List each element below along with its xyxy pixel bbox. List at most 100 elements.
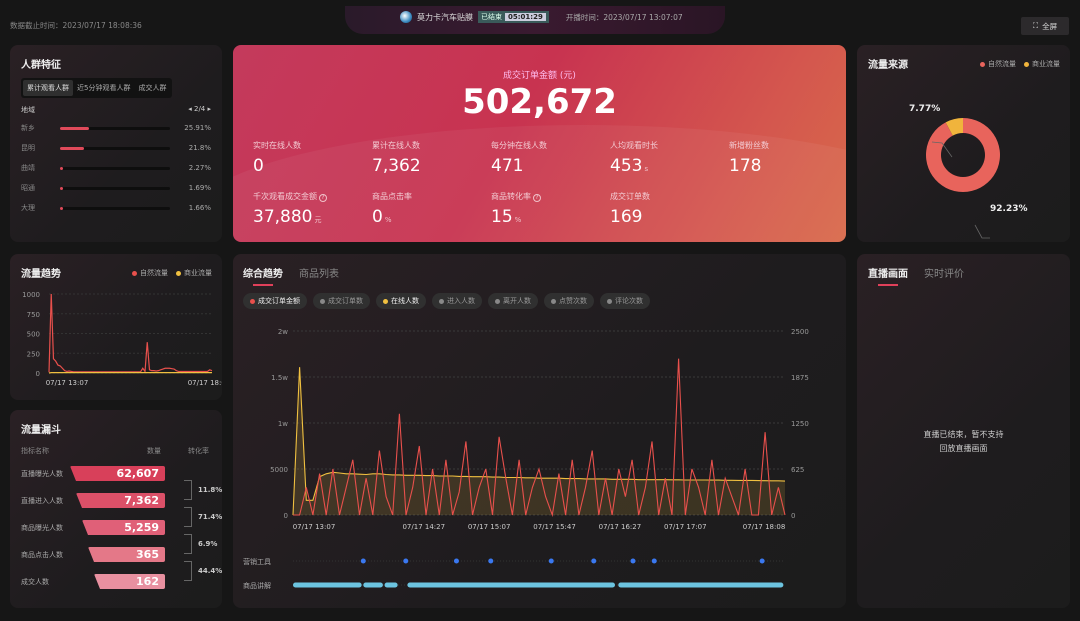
funnel-name: 成交人数 <box>21 578 49 586</box>
metric-chip[interactable]: 点赞次数 <box>544 293 594 309</box>
panel-title: 流量趋势 <box>21 269 61 280</box>
marketing-event-dot[interactable] <box>759 558 765 564</box>
funnel-bar: 62,607 <box>70 466 165 481</box>
product-explain-segment[interactable] <box>407 582 616 588</box>
legend: 自然流量 商业流量 <box>980 59 1060 69</box>
conversion-bracket <box>184 480 192 500</box>
region-bar <box>60 186 170 190</box>
pie-slice-paid[interactable] <box>945 118 963 136</box>
fullscreen-button[interactable]: ⛶ 全屏 <box>1021 17 1069 35</box>
region-name: 昆明 <box>21 144 35 152</box>
tab-cumulative[interactable]: 累计观看人群 <box>23 80 73 96</box>
chip-dot-icon <box>495 298 500 304</box>
start-time: 开播时间：2023/07/17 13:07:07 <box>565 12 683 22</box>
kpi-item: 每分钟在线人数 471 <box>491 140 611 176</box>
top-bar: 数据截止时间：2023/07/17 18:08:36 莫力卡汽车贴膜 已结束 05… <box>0 0 1080 40</box>
funnel-bar: 5,259 <box>82 520 165 535</box>
chip-dot-icon <box>551 298 556 304</box>
funnel-name: 商品点击人数 <box>21 551 63 559</box>
timeline-label: 商品讲解 <box>243 581 271 590</box>
region-bar-fill <box>60 126 89 130</box>
metric-chips: 成交订单金额 成交订单数 在线人数 进入人数 离开人数 点赞次数 评论次数 <box>243 293 650 309</box>
marketing-event-dot[interactable] <box>360 558 366 564</box>
region-row: 新乡 25.91% <box>21 122 211 134</box>
conversion-rate: 44.4% <box>198 567 223 575</box>
funnel-row: 商品点击人数 365 <box>21 547 221 562</box>
status-text: 已结束 <box>481 13 502 21</box>
tab-overall-trend[interactable]: 综合趋势 <box>243 265 283 286</box>
legend-paid[interactable]: 商业流量 <box>176 268 212 278</box>
y-tick-label: 250 <box>27 350 40 358</box>
metric-chip[interactable]: 在线人数 <box>376 293 426 309</box>
help-icon[interactable]: ? <box>319 194 327 202</box>
series-line-natural <box>48 293 213 374</box>
tab-live-reviews[interactable]: 实时评价 <box>924 269 964 280</box>
tab-live-view[interactable]: 直播画面 <box>868 265 908 286</box>
region-pct: 21.8% <box>188 144 211 152</box>
kpi-value: 453 <box>610 156 643 176</box>
kpi-label: 成交订单数 <box>610 192 650 201</box>
marketing-event-dot[interactable] <box>630 558 636 564</box>
x-tick-label: 07/17 15:47 <box>533 523 576 531</box>
marketing-event-dot[interactable] <box>453 558 459 564</box>
kpi-value: 37,880 <box>253 207 313 227</box>
metric-chip[interactable]: 成交订单金额 <box>243 293 307 309</box>
help-icon[interactable]: ? <box>533 194 541 202</box>
y-right-tick-label: 1875 <box>791 374 809 382</box>
page-indicator: 2/4 <box>193 105 206 113</box>
traffic-source-panel: 流量来源 自然流量 商业流量 7.77% 92.23% <box>857 45 1070 242</box>
tab-buyers[interactable]: 成交人群 <box>138 84 167 92</box>
kpi-item: 实时在线人数 0 <box>253 140 373 176</box>
tab-recent-5min[interactable]: 近5分钟观看人群 <box>77 84 131 92</box>
tab-product-list[interactable]: 商品列表 <box>299 269 339 280</box>
timeline-label: 营销工具 <box>243 557 271 566</box>
metric-chip[interactable]: 评论次数 <box>600 293 650 309</box>
live-ended-message: 直播已结束，暂不支持 回放直播画面 <box>857 428 1070 456</box>
legend-natural[interactable]: 自然流量 <box>980 59 1016 69</box>
marketing-event-dot[interactable] <box>591 558 597 564</box>
legend-paid[interactable]: 商业流量 <box>1024 59 1060 69</box>
region-bar-fill <box>60 166 64 170</box>
panel-title: 人群特征 <box>21 60 61 71</box>
kpi-item: 商品点击率 0% <box>372 191 492 227</box>
metric-chip[interactable]: 成交订单数 <box>313 293 370 309</box>
legend-natural[interactable]: 自然流量 <box>132 268 168 278</box>
message-line: 直播已结束，暂不支持 <box>923 430 1004 439</box>
region-bar <box>60 126 170 130</box>
funnel-bar: 162 <box>94 574 165 589</box>
y-right-tick-label: 1250 <box>791 420 809 428</box>
kpi-unit: % <box>514 216 522 224</box>
x-tick-label: 07/17 18:08 <box>743 523 786 531</box>
region-row: 曲靖 2.27% <box>21 162 211 174</box>
kpi-unit: % <box>384 216 392 224</box>
region-name: 大理 <box>21 204 35 212</box>
funnel-row: 商品曝光人数 5,259 <box>21 520 221 535</box>
region-bar <box>60 166 170 170</box>
region-row: 昆明 21.8% <box>21 142 211 154</box>
marketing-event-dot[interactable] <box>548 558 554 564</box>
product-explain-segment[interactable] <box>618 582 784 588</box>
metric-chip[interactable]: 离开人数 <box>488 293 538 309</box>
region-name: 昭通 <box>21 184 35 192</box>
kpi-item: 人均观看时长 453 s <box>610 140 730 176</box>
marketing-event-dot[interactable] <box>488 558 494 564</box>
gmv-line <box>293 358 786 518</box>
region-pct: 1.69% <box>188 184 211 192</box>
product-explain-segment[interactable] <box>293 582 362 588</box>
region-bar <box>60 206 170 210</box>
kpi-label: 千次观看成交金额 <box>253 192 317 201</box>
product-explain-segment[interactable] <box>384 582 398 588</box>
pager[interactable]: ◂ 2/4 ▸ <box>188 105 211 113</box>
conversion-rate: 11.8% <box>198 486 223 494</box>
paid-pct-label: 7.77% <box>909 104 940 114</box>
chip-dot-icon <box>383 298 388 304</box>
marketing-event-dot[interactable] <box>403 558 409 564</box>
marketing-event-dot[interactable] <box>651 558 657 564</box>
y-left-tick-label: 0 <box>284 512 288 520</box>
product-explain-segment[interactable] <box>363 582 383 588</box>
metric-chip[interactable]: 进入人数 <box>432 293 482 309</box>
pie-slice-natural[interactable] <box>926 118 1000 192</box>
chip-label: 评论次数 <box>615 297 643 305</box>
live-tabs: 直播画面 实时评价 <box>868 265 964 286</box>
natural-pct-label: 92.23% <box>990 204 1028 214</box>
